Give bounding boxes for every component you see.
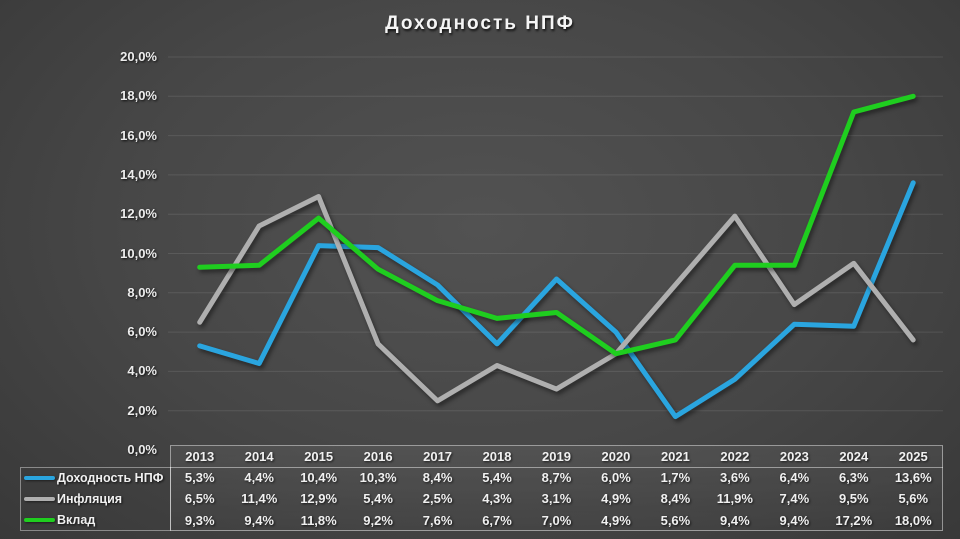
y-axis-tick-label: 2,0%: [127, 402, 157, 418]
legend-cell-Доходность НПФ: Доходность НПФ: [20, 467, 170, 488]
legend-label: Инфляция: [57, 491, 123, 506]
year-header-cell: 2022: [720, 448, 750, 464]
table-corner-cell: [20, 445, 170, 467]
value-cell: 6,4%: [779, 470, 810, 486]
series-line-Инфляция: [197, 194, 916, 404]
value-cell: 5,4%: [363, 491, 393, 507]
year-header-cell: 2013: [185, 448, 215, 464]
value-cell: 7,0%: [541, 512, 572, 528]
value-cell: 10,3%: [359, 470, 397, 486]
value-cell: 5,6%: [898, 491, 929, 507]
value-cell: 4,4%: [244, 470, 274, 486]
value-cell: 9,5%: [838, 491, 869, 507]
chart-title: Доходность НПФ: [385, 13, 575, 34]
value-cell: 9,2%: [363, 512, 393, 528]
value-cell: 8,4%: [660, 491, 691, 507]
legend-label: Вклад: [57, 513, 96, 528]
value-cell: 9,4%: [779, 512, 810, 528]
year-header-cell: 2016: [363, 448, 393, 464]
series-line-Доходность НПФ: [197, 180, 916, 420]
y-axis-tick-label: 10,0%: [120, 245, 157, 261]
value-cell: 6,0%: [601, 470, 631, 486]
value-cell: 6,3%: [838, 470, 869, 486]
year-header-cell: 2014: [244, 448, 274, 464]
year-header-cell: 2018: [482, 448, 512, 464]
value-cell: 1,7%: [660, 470, 691, 486]
value-cell: 2,5%: [422, 491, 453, 507]
y-axis-tick-label: 18,0%: [120, 88, 157, 104]
value-cell: 7,6%: [422, 512, 453, 528]
y-axis-tick-label: 14,0%: [120, 166, 157, 182]
year-header-cell: 2021: [660, 448, 690, 464]
year-header-cell: 2023: [779, 448, 809, 464]
value-cell: 3,1%: [541, 491, 572, 507]
value-cell: 8,7%: [541, 470, 572, 486]
legend-cell-Вклад: Вклад: [20, 510, 170, 531]
value-cell: 6,5%: [184, 491, 215, 507]
legend-line-icon: [24, 496, 55, 501]
value-cell: 9,3%: [184, 512, 215, 528]
series-line-Вклад: [197, 93, 916, 357]
value-cell: 5,6%: [660, 512, 691, 528]
value-cell: 4,9%: [601, 512, 631, 528]
legend-line-icon: [24, 518, 55, 523]
value-cell: 4,9%: [601, 491, 631, 507]
value-cell: 4,3%: [482, 491, 512, 507]
year-header-cell: 2024: [839, 448, 869, 464]
y-axis-tick-label: 12,0%: [120, 206, 157, 222]
value-cell: 11,4%: [241, 491, 278, 507]
y-axis-tick-label: 16,0%: [120, 127, 157, 143]
value-cell: 5,4%: [482, 470, 512, 486]
value-cell: 11,8%: [300, 512, 337, 528]
data-table: 2013 2014 2015 2016 2017 2018 2019 2020 2021 2022…: [20, 445, 943, 531]
value-cell: 10,4%: [300, 470, 338, 486]
value-cell: 6,7%: [482, 512, 512, 528]
value-cell: 7,4%: [779, 491, 810, 507]
y-axis-tick-label: 4,0%: [127, 363, 157, 379]
value-cell: 12,9%: [300, 491, 338, 507]
year-header-cell: 2025: [898, 448, 928, 464]
year-header-cell: 2015: [304, 448, 334, 464]
value-cell: 13,6%: [894, 470, 932, 486]
value-cell: 8,4%: [422, 470, 453, 486]
y-axis-tick-label: 0,0%: [127, 442, 157, 457]
value-cell: 9,4%: [244, 512, 274, 528]
value-cell: 3,6%: [720, 470, 750, 486]
value-cell: 11,9%: [716, 491, 753, 507]
legend-label: Доходность НПФ: [57, 470, 164, 485]
y-axis-tick-label: 6,0%: [127, 324, 157, 340]
legend-line-icon: [24, 475, 55, 480]
year-header-cell: 2019: [542, 448, 571, 464]
year-header-cell: 2020: [601, 448, 631, 464]
value-cell: 5,3%: [184, 470, 215, 486]
value-cell: 17,2%: [835, 512, 873, 528]
legend-cell-Инфляция: Инфляция: [20, 488, 170, 509]
year-header-cell: 2017: [423, 448, 453, 464]
value-cell: 18,0%: [894, 512, 932, 528]
y-axis-tick-label: 8,0%: [127, 284, 157, 300]
value-cell: 9,4%: [720, 512, 750, 528]
y-axis-tick-label: 20,0%: [120, 49, 157, 64]
